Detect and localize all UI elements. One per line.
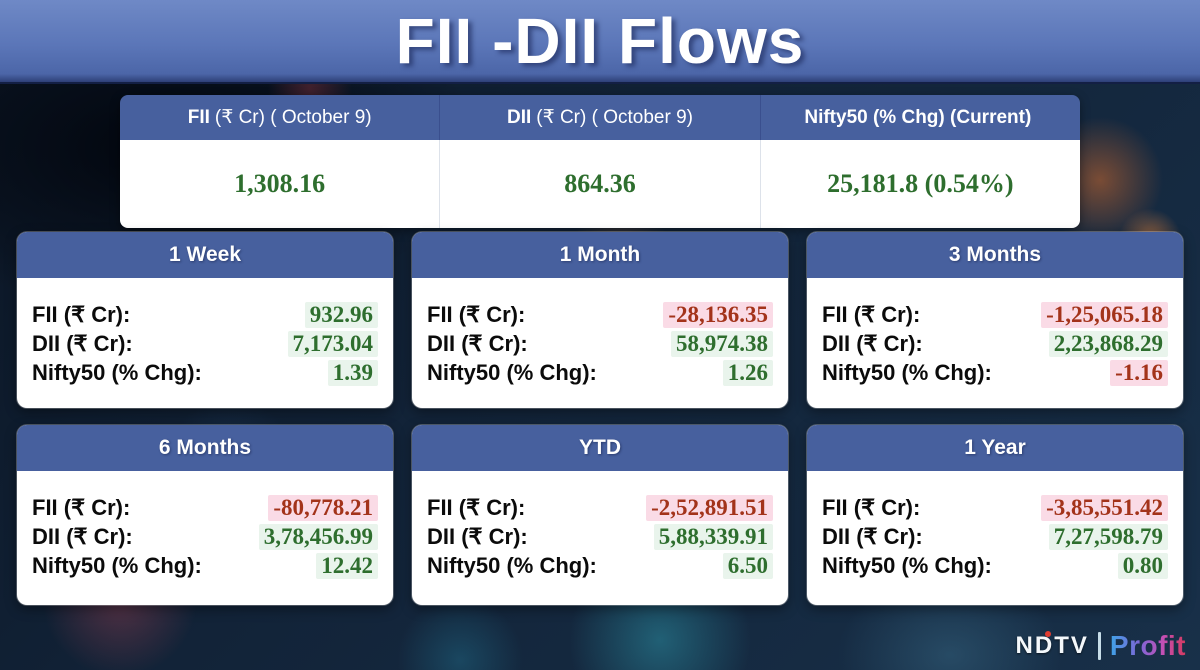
metric-label: FII (₹ Cr): — [32, 302, 131, 327]
metric-row: FII (₹ Cr): -28,136.35 — [427, 302, 773, 331]
metric-label: DII (₹ Cr): — [32, 331, 133, 356]
metric-label: FII (₹ Cr): — [427, 302, 526, 327]
period-card-ytd: YTD FII (₹ Cr): -2,52,891.51 DII (₹ Cr): 5… — [412, 425, 788, 605]
summary-header-fii-strong: FII — [187, 106, 210, 128]
metric-value: 7,27,598.79 — [1048, 524, 1168, 550]
metric-value: 1.26 — [722, 360, 773, 386]
summary-header-dii-strong: DII — [506, 106, 532, 128]
summary-value-row: 1,308.16 864.36 25,181.8 (0.54%) — [120, 140, 1080, 228]
metric-row: Nifty50 (% Chg): 1.26 — [427, 360, 773, 389]
period-card-body: FII (₹ Cr): -3,85,551.42 DII (₹ Cr): 7,27,… — [807, 471, 1183, 582]
period-card-body: FII (₹ Cr): -28,136.35 DII (₹ Cr): 58,974.… — [412, 278, 788, 389]
metric-value: -80,778.21 — [268, 495, 378, 521]
metric-label: FII (₹ Cr): — [427, 495, 526, 520]
period-card-3-months: 3 Months FII (₹ Cr): -1,25,065.18 DII (₹ … — [807, 232, 1183, 408]
metric-row: DII (₹ Cr): 7,173.04 — [32, 331, 378, 360]
period-card-title: YTD — [412, 425, 788, 471]
metric-value: 2,23,868.29 — [1048, 331, 1168, 357]
period-card-1-year: 1 Year FII (₹ Cr): -3,85,551.42 DII (₹ Cr… — [807, 425, 1183, 605]
period-card-title: 3 Months — [807, 232, 1183, 278]
metric-row: FII (₹ Cr): -1,25,065.18 — [822, 302, 1168, 331]
period-card-body: FII (₹ Cr): -1,25,065.18 DII (₹ Cr): 2,23,… — [807, 278, 1183, 389]
metric-row: Nifty50 (% Chg): 12.42 — [32, 553, 378, 582]
metric-row: Nifty50 (% Chg): 1.39 — [32, 360, 378, 389]
period-card-body: FII (₹ Cr): -2,52,891.51 DII (₹ Cr): 5,88,… — [412, 471, 788, 582]
metric-row: Nifty50 (% Chg): 6.50 — [427, 553, 773, 582]
page-title: FII -DII Flows — [395, 5, 805, 77]
summary-header-fii: FII (₹ Cr) ( October 9) — [120, 95, 439, 140]
metric-label: Nifty50 (% Chg): — [427, 360, 597, 385]
metric-label: DII (₹ Cr): — [822, 524, 923, 549]
period-card-body: FII (₹ Cr): -80,778.21 DII (₹ Cr): 3,78,45… — [17, 471, 393, 582]
period-card-1-month: 1 Month FII (₹ Cr): -28,136.35 DII (₹ Cr)… — [412, 232, 788, 408]
metric-value: -2,52,891.51 — [646, 495, 773, 521]
metric-value: 58,974.38 — [671, 331, 773, 357]
metric-value: -28,136.35 — [663, 302, 773, 328]
metric-value: 5,88,339.91 — [653, 524, 773, 550]
summary-header-row: FII (₹ Cr) ( October 9) DII (₹ Cr) ( Oct… — [120, 95, 1080, 140]
summary-header-dii: DII (₹ Cr) ( October 9) — [439, 95, 759, 140]
summary-header-dii-rest: (₹ Cr) ( October 9) — [536, 107, 693, 128]
metric-value: -1,25,065.18 — [1041, 302, 1168, 328]
logo-separator — [1097, 632, 1101, 660]
period-card-1-week: 1 Week FII (₹ Cr): 932.96 DII (₹ Cr): 7,17… — [17, 232, 393, 408]
metric-label: DII (₹ Cr): — [427, 524, 528, 549]
metric-row: FII (₹ Cr): -2,52,891.51 — [427, 495, 773, 524]
metric-row: FII (₹ Cr): -80,778.21 — [32, 495, 378, 524]
metric-value: -3,85,551.42 — [1041, 495, 1168, 521]
summary-header-fii-rest: (₹ Cr) ( October 9) — [214, 107, 372, 128]
metric-label: DII (₹ Cr): — [32, 524, 133, 549]
summary-value: 25,181.8 (0.54%) — [759, 140, 1080, 228]
metric-label: FII (₹ Cr): — [822, 302, 921, 327]
metric-row: DII (₹ Cr): 2,23,868.29 — [822, 331, 1168, 360]
metric-value: 12.42 — [316, 553, 378, 579]
summary-header-nifty-strong: Nifty50 (% Chg) (Current) — [804, 106, 1032, 128]
period-card-body: FII (₹ Cr): 932.96 DII (₹ Cr): 7,173.04 Ni… — [17, 278, 393, 389]
metric-value: 6.50 — [722, 553, 773, 579]
metric-label: DII (₹ Cr): — [822, 331, 923, 356]
metric-label: Nifty50 (% Chg): — [32, 553, 202, 578]
period-card-title: 1 Month — [412, 232, 788, 278]
metric-row: Nifty50 (% Chg): -1.16 — [822, 360, 1168, 389]
metric-label: Nifty50 (% Chg): — [427, 553, 597, 578]
metric-row: FII (₹ Cr): -3,85,551.42 — [822, 495, 1168, 524]
summary-value: 864.36 — [439, 140, 759, 228]
metric-value: 7,173.04 — [287, 331, 378, 357]
metric-value: 3,78,456.99 — [258, 524, 378, 550]
metric-row: DII (₹ Cr): 58,974.38 — [427, 331, 773, 360]
metric-value: 1.39 — [327, 360, 378, 386]
period-card-title: 1 Week — [17, 232, 393, 278]
metric-value: 0.80 — [1117, 553, 1168, 579]
summary-value: 1,308.16 — [234, 169, 326, 198]
metric-label: Nifty50 (% Chg): — [822, 360, 992, 385]
metric-row: Nifty50 (% Chg): 0.80 — [822, 553, 1168, 582]
period-card-title: 1 Year — [807, 425, 1183, 471]
metric-value: -1.16 — [1110, 360, 1168, 386]
metric-row: DII (₹ Cr): 5,88,339.91 — [427, 524, 773, 553]
ndtv-logo-dot — [1044, 631, 1051, 637]
period-card-title: 6 Months — [17, 425, 393, 471]
metric-value: 932.96 — [304, 302, 378, 328]
metric-row: DII (₹ Cr): 7,27,598.79 — [822, 524, 1168, 553]
metric-row: DII (₹ Cr): 3,78,456.99 — [32, 524, 378, 553]
ndtv-wordmark: NDTV — [1015, 632, 1089, 659]
metric-label: Nifty50 (% Chg): — [32, 360, 202, 385]
metric-label: Nifty50 (% Chg): — [822, 553, 992, 578]
metric-label: DII (₹ Cr): — [427, 331, 528, 356]
ndtv-profit-logo: NDTV Profit — [1016, 630, 1186, 662]
summary-table: FII (₹ Cr) ( October 9) DII (₹ Cr) ( Oct… — [120, 95, 1080, 228]
title-banner: FII -DII Flows — [0, 0, 1200, 84]
period-card-6-months: 6 Months FII (₹ Cr): -80,778.21 DII (₹ Cr… — [17, 425, 393, 605]
metric-label: FII (₹ Cr): — [32, 495, 131, 520]
summary-header-nifty: Nifty50 (% Chg) (Current) — [759, 95, 1080, 140]
metric-label: FII (₹ Cr): — [822, 495, 921, 520]
metric-row: FII (₹ Cr): 932.96 — [32, 302, 378, 331]
profit-wordmark: Profit — [1109, 630, 1186, 661]
